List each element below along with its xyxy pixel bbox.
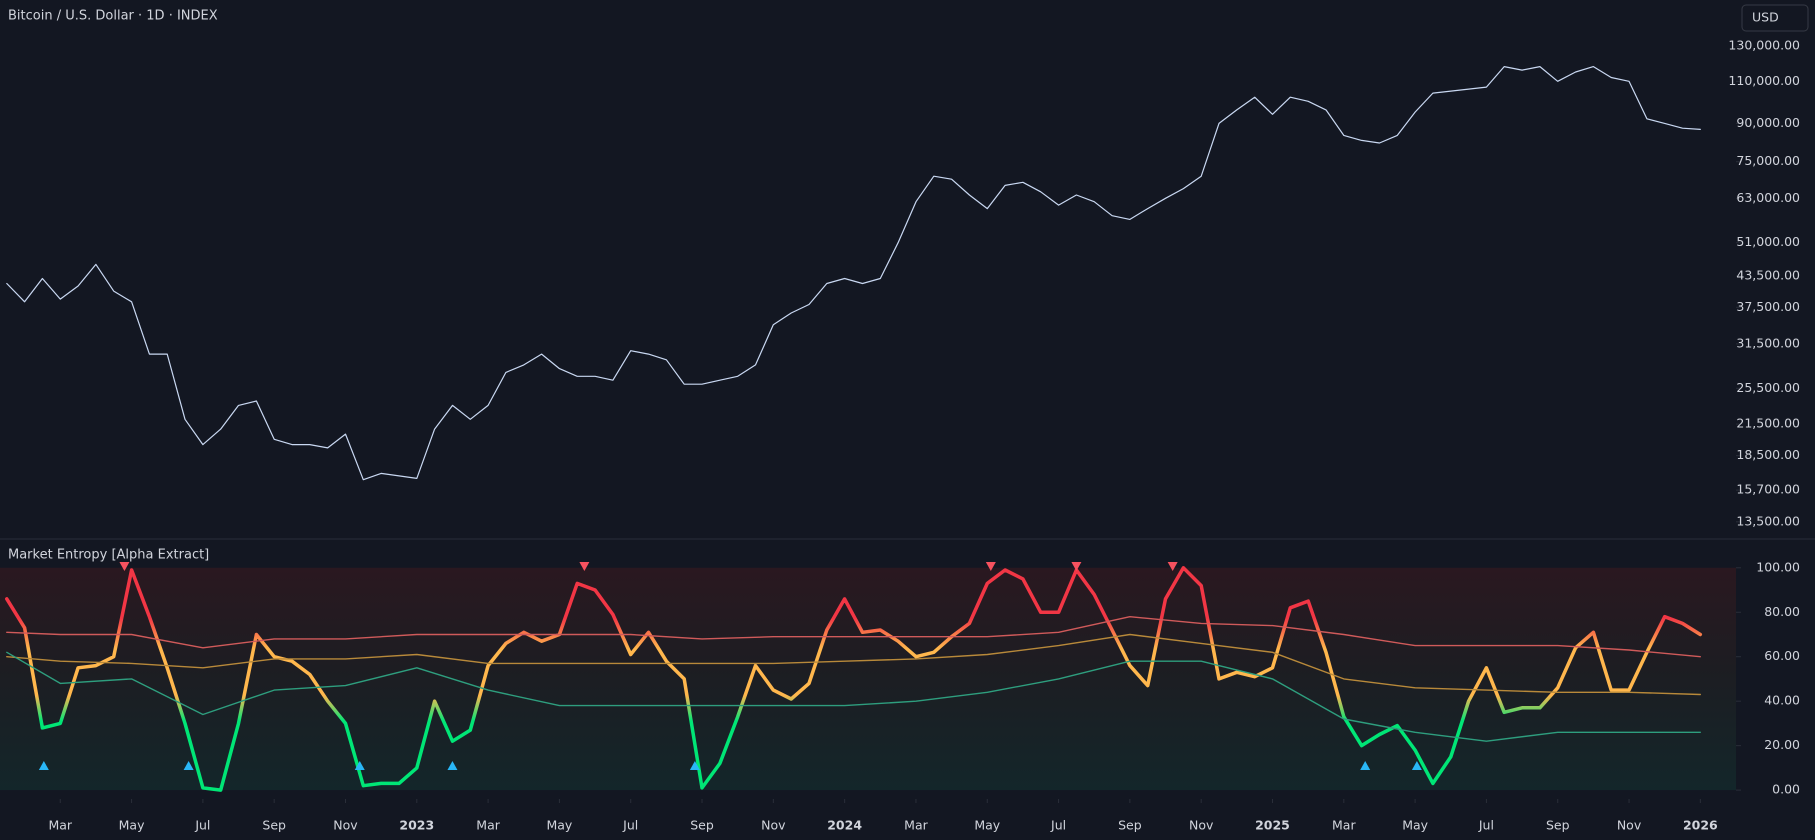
y-tick-label: 51,000.00 xyxy=(1736,234,1800,249)
y-tick-label: 15,700.00 xyxy=(1736,482,1800,497)
x-tick-label: Jul xyxy=(194,818,210,833)
buy-signal xyxy=(354,761,365,770)
y-tick-label: 20.00 xyxy=(1764,737,1800,752)
x-tick-label: Nov xyxy=(333,818,358,833)
band-line xyxy=(6,616,1701,658)
buy-signal xyxy=(38,761,49,770)
y-tick-label: 75,000.00 xyxy=(1736,153,1800,168)
y-tick-label: 130,000.00 xyxy=(1728,38,1800,53)
y-tick-label: 80.00 xyxy=(1764,604,1800,619)
sell-signal xyxy=(579,562,590,571)
zone-background xyxy=(0,567,1736,791)
x-tick-label: Nov xyxy=(1189,818,1214,833)
y-tick-label: 110,000.00 xyxy=(1728,73,1800,88)
y-tick-label: 60.00 xyxy=(1764,648,1800,663)
x-tick-label: 2023 xyxy=(399,818,434,833)
indicator-title: Market Entropy [Alpha Extract] xyxy=(8,548,209,563)
sell-signal xyxy=(1071,562,1082,571)
price-line xyxy=(6,66,1701,481)
x-tick-label: May xyxy=(974,818,1000,833)
x-tick-label: Mar xyxy=(476,818,500,833)
x-tick-label: Sep xyxy=(262,818,286,833)
sell-signal xyxy=(985,562,996,571)
x-tick-label: Sep xyxy=(690,818,714,833)
buy-signal xyxy=(183,761,194,770)
entropy-line xyxy=(5,566,1703,792)
y-tick-label: 0.00 xyxy=(1772,782,1800,797)
y-tick-label: 18,500.00 xyxy=(1736,447,1800,462)
x-tick-label: Jul xyxy=(1050,818,1066,833)
y-tick-label: 37,500.00 xyxy=(1736,299,1800,314)
x-tick-label: Mar xyxy=(1332,818,1356,833)
x-tick-label: Nov xyxy=(761,818,786,833)
x-tick-label: Sep xyxy=(1546,818,1570,833)
band-line xyxy=(6,633,1701,696)
x-tick-label: Mar xyxy=(904,818,928,833)
y-tick-label: 43,500.00 xyxy=(1736,268,1800,283)
x-tick-label: May xyxy=(546,818,572,833)
x-tick-label: Mar xyxy=(48,818,72,833)
chart-title: Bitcoin / U.S. Dollar · 1D · INDEX xyxy=(8,9,218,24)
buy-signal xyxy=(689,761,700,770)
x-tick-label: Jul xyxy=(1478,818,1494,833)
x-tick-label: Sep xyxy=(1118,818,1142,833)
y-tick-label: 21,500.00 xyxy=(1736,416,1800,431)
x-tick-label: 2026 xyxy=(1683,818,1718,833)
buy-signal xyxy=(447,761,458,770)
x-tick-label: 2024 xyxy=(827,818,862,833)
x-tick-label: May xyxy=(119,818,145,833)
y-tick-label: 100.00 xyxy=(1756,559,1800,574)
currency-label[interactable]: USD xyxy=(1752,10,1779,25)
x-tick-label: Jul xyxy=(622,818,638,833)
buy-signal xyxy=(1360,761,1371,770)
currency-button[interactable] xyxy=(1741,4,1809,32)
y-tick-label: 40.00 xyxy=(1764,693,1800,708)
y-tick-label: 13,500.00 xyxy=(1736,513,1800,528)
x-tick-label: May xyxy=(1402,818,1428,833)
y-tick-label: 90,000.00 xyxy=(1736,115,1800,130)
sell-signal xyxy=(119,562,130,571)
y-tick-label: 31,500.00 xyxy=(1736,335,1800,350)
band-line xyxy=(6,651,1701,742)
x-tick-label: 2025 xyxy=(1255,818,1290,833)
buy-signal xyxy=(1411,761,1422,770)
y-tick-label: 63,000.00 xyxy=(1736,190,1800,205)
sell-signal xyxy=(1167,562,1178,571)
y-tick-label: 25,500.00 xyxy=(1736,380,1800,395)
x-tick-label: Nov xyxy=(1617,818,1642,833)
